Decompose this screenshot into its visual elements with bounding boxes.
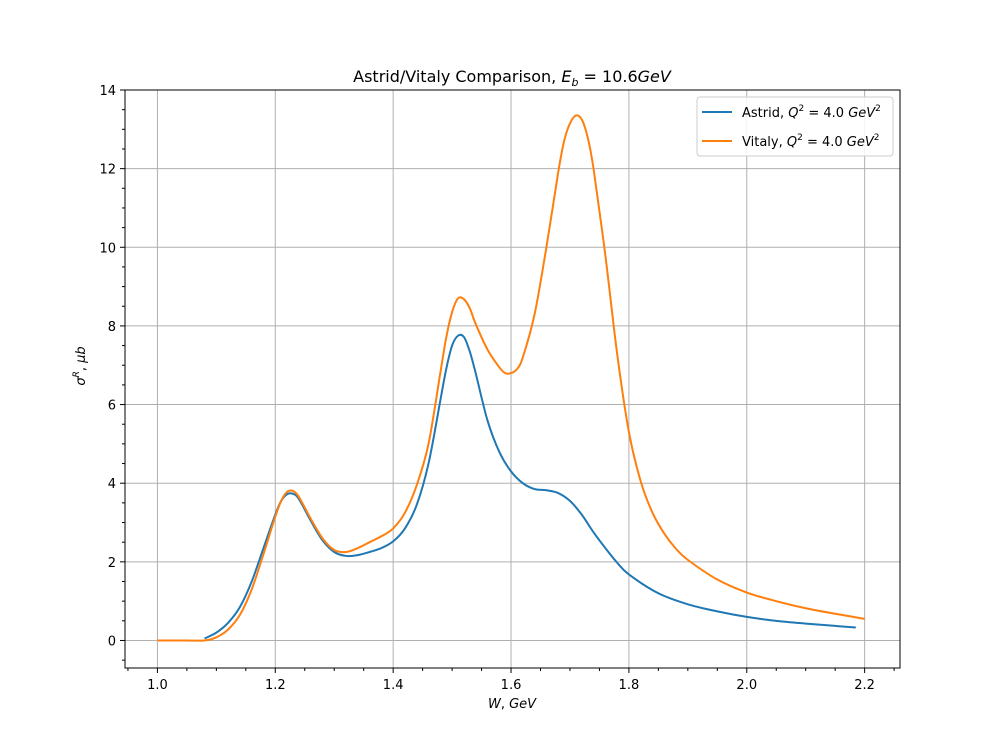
legend: Astrid, Q2 = 4.0 GeV2 Vitaly, Q2 = 4.0 G… [696, 96, 894, 157]
y-tick-label: 8 [108, 320, 116, 335]
legend-label-astrid: Astrid, Q2 = 4.0 GeV2 [742, 104, 881, 121]
axis-ticks: 1.0 1.2 1.4 1.6 1.8 2.0 2.2 0 2 4 6 8 10 12 14 [99, 84, 895, 693]
x-tick-label: 2.0 [736, 678, 757, 693]
legend-box [696, 96, 894, 157]
y-tick-label: 4 [108, 477, 116, 492]
y-axis-label: σR, μb [72, 346, 89, 385]
series-line-vitaly [157, 114, 865, 642]
chart-title: Astrid/Vitaly Comparison, Eb = 10.6GeV [353, 67, 672, 89]
y-tick-label: 2 [108, 556, 116, 571]
legend-label-vitaly: Vitaly, Q2 = 4.0 GeV2 [742, 133, 880, 150]
x-axis-label: W, GeV [488, 697, 537, 712]
series-line-astrid [204, 333, 856, 640]
y-tick-label: 12 [99, 163, 116, 178]
y-tick-label: 10 [99, 241, 116, 256]
x-tick-label: 1.8 [619, 678, 640, 693]
x-tick-label: 1.6 [501, 678, 522, 693]
x-tick-label: 1.0 [147, 678, 168, 693]
y-tick-label: 0 [108, 634, 116, 649]
y-tick-label: 14 [99, 84, 116, 99]
x-tick-label: 1.2 [265, 678, 286, 693]
y-tick-label: 6 [108, 399, 116, 414]
x-tick-label: 1.4 [383, 678, 404, 693]
plot-frame [124, 89, 901, 669]
series-layer [157, 114, 865, 642]
x-tick-label: 2.2 [854, 678, 875, 693]
